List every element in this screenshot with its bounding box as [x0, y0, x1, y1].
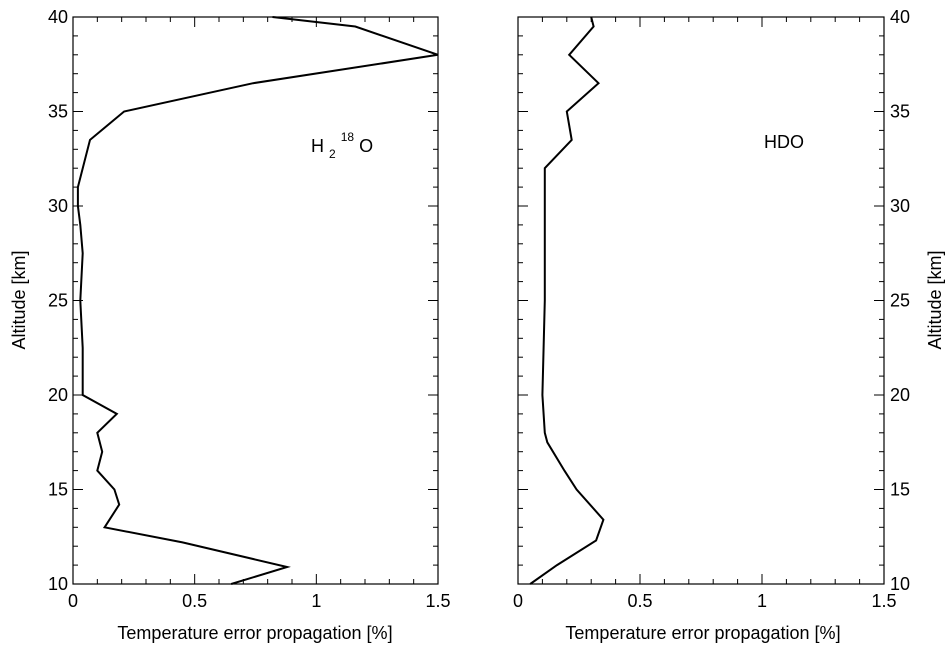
x-tick-label: 1 [311, 591, 321, 611]
series-line [76, 16, 439, 585]
hdo-panel: 0 0.5 1 1.5 10 15 20 25 30 35 40 Temperature erro… [513, 7, 945, 643]
y-tick-label: 40 [890, 7, 910, 27]
y-tick-label: 20 [48, 385, 68, 405]
x-tick-label: 1.5 [425, 591, 450, 611]
x-tick-label: 0 [513, 591, 523, 611]
plot-frame [517, 16, 885, 585]
y-tick-labels: 10 15 20 25 30 35 40 [890, 7, 910, 594]
annotation-superscript: 18 [341, 130, 355, 144]
y-tick-label: 25 [890, 291, 910, 311]
plot-frame [72, 16, 439, 585]
x-axis-title: Temperature error propagation [%] [117, 623, 392, 643]
annotation-tail: O [359, 136, 373, 156]
y-tick-label: 15 [890, 480, 910, 500]
y-tick-label: 10 [48, 574, 68, 594]
annotation-base: H [311, 136, 324, 156]
x-tick-labels: 0 0.5 1 1.5 [513, 591, 897, 611]
x-tick-label: 0.5 [627, 591, 652, 611]
y-tick-labels: 10 15 20 25 30 35 40 [48, 7, 68, 594]
x-tick-label: 1 [757, 591, 767, 611]
species-annotation: HDO [764, 132, 804, 152]
y-tick-label: 35 [890, 102, 910, 122]
y-axis-title: Altitude [km] [925, 250, 945, 349]
x-tick-labels: 0 0.5 1 1.5 [68, 591, 451, 611]
y-tick-label: 40 [48, 7, 68, 27]
h2-18o-panel: 0 0.5 1 1.5 10 15 20 25 30 35 40 Temperature erro… [9, 7, 451, 643]
tick-marks [517, 16, 885, 585]
x-tick-label: 0.5 [182, 591, 207, 611]
y-axis-title: Altitude [km] [9, 250, 29, 349]
y-tick-label: 30 [48, 196, 68, 216]
y-tick-label: 10 [890, 574, 910, 594]
x-tick-label: 1.5 [871, 591, 896, 611]
y-tick-label: 25 [48, 291, 68, 311]
y-tick-label: 30 [890, 196, 910, 216]
x-tick-label: 0 [68, 591, 78, 611]
y-tick-label: 35 [48, 102, 68, 122]
species-annotation: H 2 18 O [311, 125, 373, 162]
y-tick-label: 15 [48, 480, 68, 500]
tick-marks [72, 16, 439, 585]
series-line [529, 16, 605, 585]
y-tick-label: 20 [890, 385, 910, 405]
x-axis-title: Temperature error propagation [%] [565, 623, 840, 643]
annotation-subscript: 2 [329, 147, 336, 161]
